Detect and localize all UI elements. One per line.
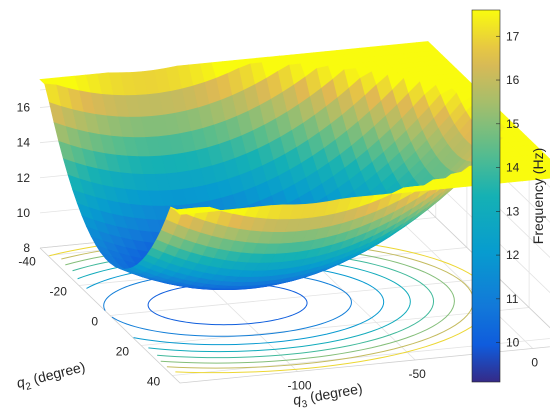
q2-axis-label: q2 (degree)	[15, 358, 88, 394]
z-tick-label: 10	[17, 206, 31, 220]
colorbar	[471, 9, 501, 383]
colorbar-tick-label: 16	[506, 73, 520, 87]
q3-tick-label: -50	[408, 367, 426, 381]
colorbar-tick-label: 17	[506, 29, 520, 43]
grid-line-q2	[172, 338, 550, 376]
q2-label-subscript: 2	[25, 381, 33, 393]
z-tick-label: 8	[23, 241, 30, 255]
z-tick-label: 12	[17, 171, 31, 185]
colorbar-label: Frequency (Hz)	[530, 148, 546, 244]
colorbar-tick-label: 12	[506, 248, 520, 262]
contour-line	[133, 289, 385, 346]
surface-patch	[174, 208, 193, 215]
q2-tick-label: 0	[91, 315, 98, 329]
q2-tick-label: -40	[18, 255, 36, 269]
q2-tick-label: 40	[147, 375, 161, 389]
colorbar-ticks: 10 11 12 13 14 15 16 17	[496, 29, 520, 350]
q3-label-unit: (degree)	[305, 380, 364, 406]
contour-line	[157, 284, 435, 359]
colorbar-tick-label: 10	[506, 336, 520, 350]
z-tick-label: 16	[17, 101, 31, 115]
q2-label-unit: (degree)	[28, 358, 87, 387]
q2-tick-label: -20	[50, 285, 68, 299]
q2-label-symbol: q	[15, 373, 27, 390]
colorbar-tick-label: 14	[506, 161, 520, 175]
q3-label-symbol: q	[292, 391, 303, 408]
contour-line	[148, 286, 411, 353]
colorbar-tick-label: 15	[506, 117, 520, 131]
colorbar-tick-label: 11	[506, 292, 519, 306]
z-tick-label: 14	[17, 136, 31, 150]
axis-ticks: 8 10 12 14 16 -40 -20 0 20 40 -100 -50 0	[17, 101, 539, 393]
q3-tick-label: 0	[531, 355, 538, 369]
q3-tick-label: -100	[288, 378, 312, 392]
contour-line	[160, 282, 455, 364]
q3-label-subscript: 3	[301, 399, 309, 411]
contour-line	[111, 292, 352, 337]
q2-tick-label: 20	[116, 345, 130, 359]
colorbar-tick-label: 13	[506, 204, 520, 218]
surface-mesh	[39, 41, 550, 291]
